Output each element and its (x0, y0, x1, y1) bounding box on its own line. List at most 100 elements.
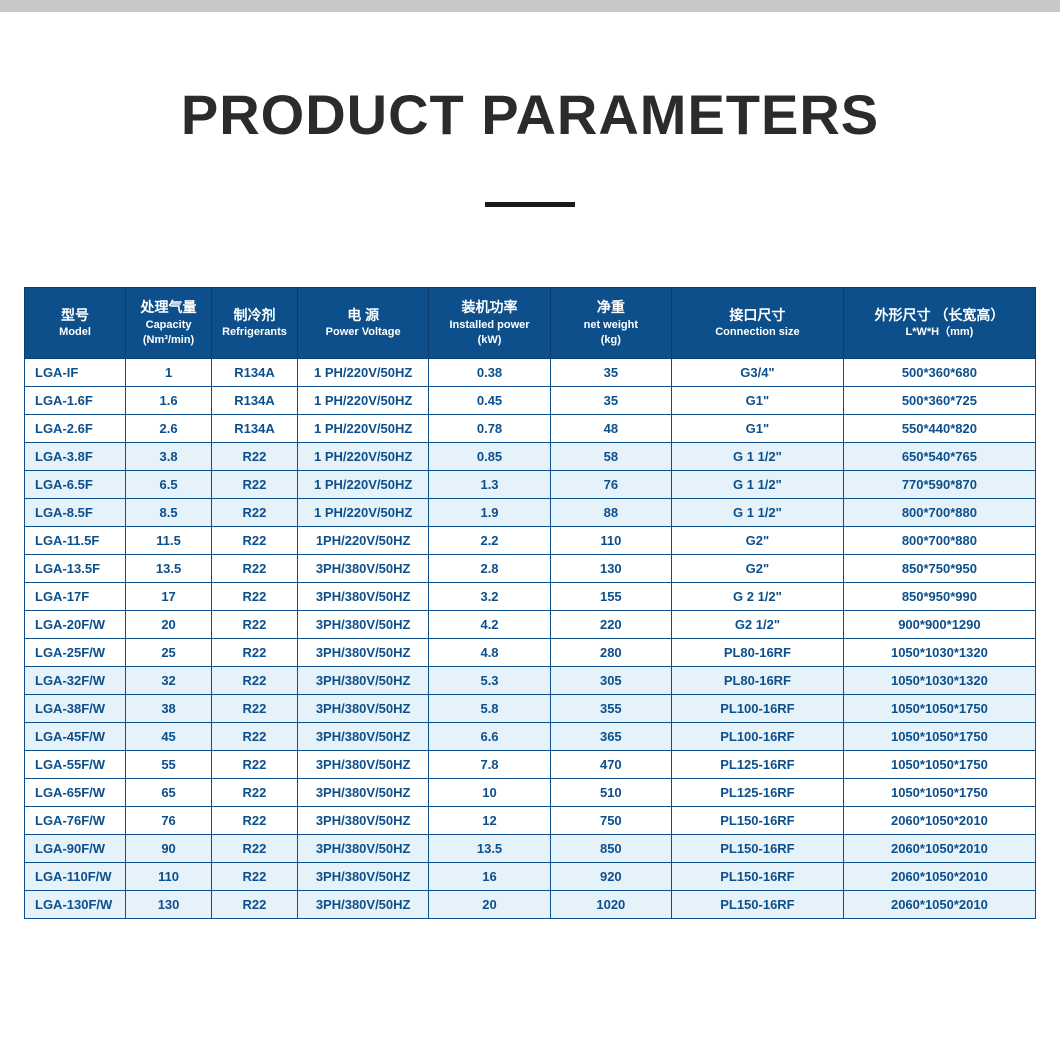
table-row: LGA-90F/W90R223PH/380V/50HZ13.5850PL150-… (25, 835, 1036, 863)
table-row: LGA-17F17R223PH/380V/50HZ3.2155G 2 1/2"8… (25, 583, 1036, 611)
table-cell: PL150-16RF (671, 807, 843, 835)
header-en: net weight (555, 318, 667, 333)
table-cell: LGA-38F/W (25, 695, 126, 723)
table-cell: 5.8 (429, 695, 550, 723)
table-cell: 3PH/380V/50HZ (297, 611, 428, 639)
table-cell: LGA-65F/W (25, 779, 126, 807)
header-en: Refrigerants (216, 325, 293, 340)
table-cell: 3PH/380V/50HZ (297, 639, 428, 667)
table-cell: 25 (126, 639, 212, 667)
table-cell: LGA-20F/W (25, 611, 126, 639)
table-cell: LGA-6.5F (25, 471, 126, 499)
table-cell: G1" (671, 387, 843, 415)
table-cell: R22 (212, 863, 298, 891)
table-cell: R22 (212, 667, 298, 695)
table-cell: R22 (212, 611, 298, 639)
table-cell: 1 PH/220V/50HZ (297, 499, 428, 527)
table-cell: 1050*1030*1320 (843, 639, 1035, 667)
table-cell: 850 (550, 835, 671, 863)
table-cell: 3PH/380V/50HZ (297, 779, 428, 807)
table-cell: 110 (550, 527, 671, 555)
table-cell: 48 (550, 415, 671, 443)
table-cell: 800*700*880 (843, 527, 1035, 555)
table-cell: R22 (212, 527, 298, 555)
table-cell: 130 (126, 891, 212, 919)
table-row: LGA-76F/W76R223PH/380V/50HZ12750PL150-16… (25, 807, 1036, 835)
divider (485, 202, 575, 207)
table-cell: PL150-16RF (671, 891, 843, 919)
table-cell: R22 (212, 779, 298, 807)
column-header: 装机功率Installed power(kW) (429, 288, 550, 359)
table-cell: PL150-16RF (671, 835, 843, 863)
table-cell: R22 (212, 835, 298, 863)
header-en: L*W*H（mm) (848, 325, 1031, 340)
table-cell: 65 (126, 779, 212, 807)
table-row: LGA-25F/W25R223PH/380V/50HZ4.8280PL80-16… (25, 639, 1036, 667)
table-cell: 55 (126, 751, 212, 779)
table-cell: 2.2 (429, 527, 550, 555)
table-cell: 20 (429, 891, 550, 919)
table-cell: R22 (212, 891, 298, 919)
table-cell: LGA-IF (25, 359, 126, 387)
table-cell: 750 (550, 807, 671, 835)
table-cell: LGA-90F/W (25, 835, 126, 863)
table-cell: R134A (212, 359, 298, 387)
table-row: LGA-13.5F13.5R223PH/380V/50HZ2.8130G2"85… (25, 555, 1036, 583)
table-cell: 220 (550, 611, 671, 639)
top-bar (0, 0, 1060, 12)
table-cell: 17 (126, 583, 212, 611)
table-cell: 470 (550, 751, 671, 779)
table-cell: 1050*1050*1750 (843, 751, 1035, 779)
table-cell: PL125-16RF (671, 751, 843, 779)
header-cn: 装机功率 (433, 298, 545, 318)
table-cell: 2060*1050*2010 (843, 863, 1035, 891)
table-cell: 1050*1050*1750 (843, 695, 1035, 723)
table-cell: LGA-1.6F (25, 387, 126, 415)
table-cell: G3/4" (671, 359, 843, 387)
table-cell: 1020 (550, 891, 671, 919)
table-row: LGA-65F/W65R223PH/380V/50HZ10510PL125-16… (25, 779, 1036, 807)
table-cell: 0.85 (429, 443, 550, 471)
header-en: Capacity (130, 318, 207, 333)
header-unit: (Nm³/min) (130, 333, 207, 348)
table-cell: 2.6 (126, 415, 212, 443)
table-cell: 1.6 (126, 387, 212, 415)
table-cell: G2" (671, 555, 843, 583)
table-cell: 35 (550, 359, 671, 387)
table-cell: 900*900*1290 (843, 611, 1035, 639)
table-cell: PL80-16RF (671, 667, 843, 695)
table-cell: 155 (550, 583, 671, 611)
table-cell: R22 (212, 723, 298, 751)
table-cell: 58 (550, 443, 671, 471)
table-cell: 1 PH/220V/50HZ (297, 443, 428, 471)
table-cell: LGA-13.5F (25, 555, 126, 583)
table-cell: 35 (550, 387, 671, 415)
table-cell: R22 (212, 583, 298, 611)
table-cell: 3.2 (429, 583, 550, 611)
table-row: LGA-20F/W20R223PH/380V/50HZ4.2220G2 1/2"… (25, 611, 1036, 639)
table-cell: 1050*1050*1750 (843, 723, 1035, 751)
table-cell: G2" (671, 527, 843, 555)
header-unit: (kg) (555, 333, 667, 348)
column-header: 处理气量Capacity(Nm³/min) (126, 288, 212, 359)
table-cell: 20 (126, 611, 212, 639)
table-row: LGA-45F/W45R223PH/380V/50HZ6.6365PL100-1… (25, 723, 1036, 751)
table-cell: LGA-17F (25, 583, 126, 611)
table-cell: 2060*1050*2010 (843, 807, 1035, 835)
column-header: 接口尺寸Connection size (671, 288, 843, 359)
table-header-row: 型号Model处理气量Capacity(Nm³/min)制冷剂Refrigera… (25, 288, 1036, 359)
table-cell: 1.3 (429, 471, 550, 499)
table-cell: 3PH/380V/50HZ (297, 723, 428, 751)
table-cell: R22 (212, 555, 298, 583)
table-cell: 5.3 (429, 667, 550, 695)
header-cn: 型号 (29, 306, 121, 326)
table-cell: 1 PH/220V/50HZ (297, 471, 428, 499)
table-row: LGA-32F/W32R223PH/380V/50HZ5.3305PL80-16… (25, 667, 1036, 695)
title-section: PRODUCT PARAMETERS (0, 12, 1060, 247)
table-row: LGA-130F/W130R223PH/380V/50HZ201020PL150… (25, 891, 1036, 919)
table-row: LGA-6.5F6.5R221 PH/220V/50HZ1.376G 1 1/2… (25, 471, 1036, 499)
table-cell: 1050*1050*1750 (843, 779, 1035, 807)
table-cell: R134A (212, 387, 298, 415)
header-cn: 接口尺寸 (676, 306, 839, 326)
header-cn: 电 源 (302, 306, 424, 326)
